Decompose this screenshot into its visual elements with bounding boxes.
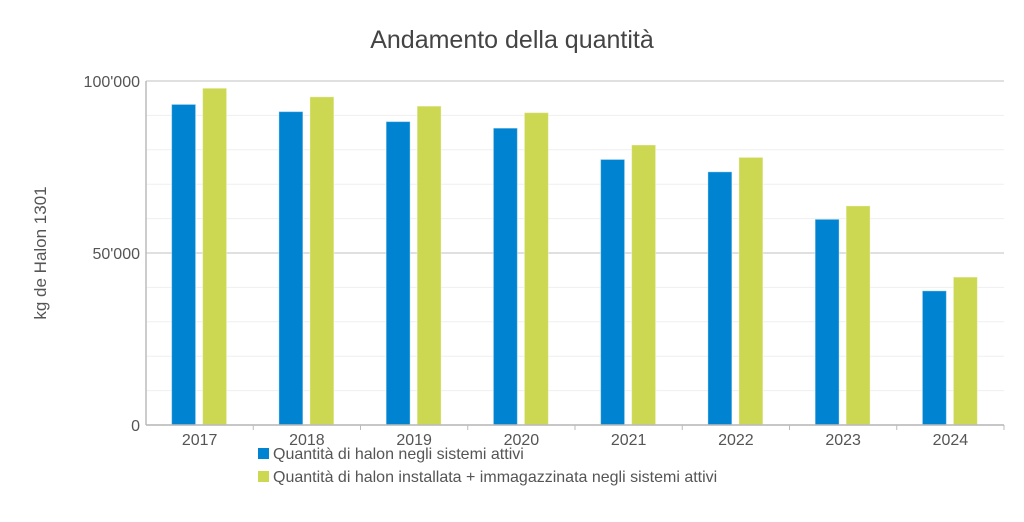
y-tick-label: 50'000	[92, 246, 140, 263]
x-tick-label: 2023	[825, 432, 861, 449]
x-tick-label: 2021	[611, 432, 647, 449]
y-tick-label: 100'000	[84, 74, 141, 91]
y-tick-label: 0	[131, 418, 140, 435]
x-tick-label: 2024	[933, 432, 969, 449]
x-tick-label: 2019	[396, 432, 432, 449]
bar-active-2020	[492, 127, 518, 426]
bar-active-2018	[278, 111, 304, 426]
bar-active-2023	[814, 218, 840, 426]
bar-active-2021	[600, 158, 626, 426]
legend-label: Quantità di halon installata + immagazzi…	[273, 469, 717, 486]
x-tick-label: 2017	[182, 432, 218, 449]
legend-swatch	[258, 448, 269, 459]
x-tick-label: 2020	[504, 432, 540, 449]
bar-installed-stored-2020	[523, 112, 549, 426]
x-tick-label: 2022	[718, 432, 754, 449]
bar-installed-stored-2017	[202, 87, 228, 426]
legend-label: Quantità di halon negli sistemi attivi	[273, 446, 524, 463]
y-axis-label: kg de Halon 1301	[31, 186, 50, 319]
legend-swatch	[258, 471, 269, 482]
bar-active-2024	[921, 290, 947, 426]
bar-installed-stored-2019	[416, 105, 442, 426]
bar-active-2017	[171, 103, 197, 426]
bar-installed-stored-2022	[738, 156, 764, 426]
x-tick-label: 2018	[289, 432, 325, 449]
bar-installed-stored-2021	[631, 144, 657, 426]
bar-active-2022	[707, 171, 733, 426]
bar-installed-stored-2023	[845, 205, 871, 426]
bar-installed-stored-2024	[952, 276, 978, 426]
bar-active-2019	[385, 121, 411, 426]
chart-title: Andamento della quantità	[370, 26, 654, 54]
bar-installed-stored-2018	[309, 96, 335, 426]
